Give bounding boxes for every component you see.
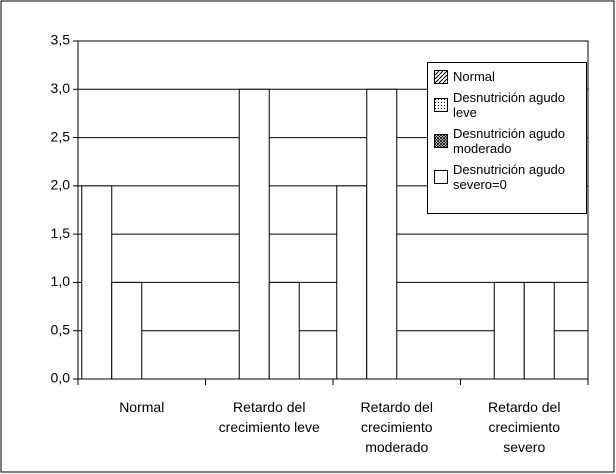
legend-swatch bbox=[434, 98, 448, 112]
bar bbox=[111, 281, 143, 380]
y-tick-label: 0,0 bbox=[51, 370, 71, 386]
legend-label: Desnutrición agudo severo=0 bbox=[453, 162, 566, 192]
legend-entry: Desnutrición agudo severo=0 bbox=[434, 162, 586, 192]
bar bbox=[336, 185, 368, 380]
x-tick-label: Normal bbox=[119, 399, 165, 415]
legend: Normal Desnutrición agudo leve Desnutrició… bbox=[427, 62, 587, 214]
y-tick-label: 3,0 bbox=[51, 80, 71, 96]
y-tick-label: 0,5 bbox=[51, 321, 71, 337]
bar bbox=[268, 281, 300, 380]
legend-label: Desnutrición agudo moderado bbox=[453, 126, 566, 156]
bar bbox=[366, 88, 398, 380]
x-tick-label: Retardo del crecimiento leve bbox=[218, 399, 320, 435]
legend-entry: Desnutrición agudo moderado bbox=[434, 126, 586, 156]
legend-entry: Desnutrición agudo leve bbox=[434, 90, 586, 120]
bar bbox=[523, 281, 555, 380]
legend-entry: Normal bbox=[434, 69, 586, 84]
y-tick-label: 3,5 bbox=[51, 32, 71, 48]
legend-swatch bbox=[434, 69, 448, 84]
legend-label: Desnutrición agudo leve bbox=[453, 90, 566, 120]
x-tick-label: Retardo del crecimiento severo bbox=[488, 399, 561, 455]
x-tick-label: Retardo del crecimiento moderado bbox=[360, 399, 433, 455]
bar bbox=[81, 185, 113, 380]
bar bbox=[238, 88, 270, 380]
y-tick-label: 2,0 bbox=[51, 177, 71, 193]
legend-swatch bbox=[434, 170, 448, 184]
legend-label: Normal bbox=[453, 69, 495, 84]
y-tick-label: 1,5 bbox=[51, 225, 71, 241]
y-tick-label: 2,5 bbox=[51, 128, 71, 144]
legend-swatch bbox=[434, 134, 448, 148]
bar bbox=[493, 281, 525, 380]
y-tick-label: 1,0 bbox=[51, 273, 71, 289]
